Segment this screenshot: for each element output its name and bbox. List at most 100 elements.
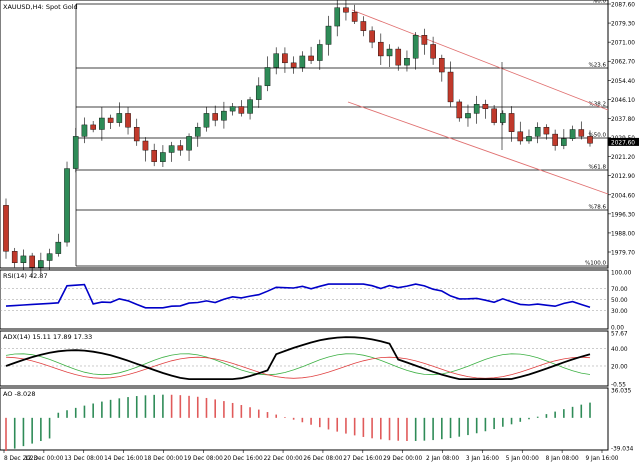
rsi-tick-label: 30.00 xyxy=(611,309,628,315)
candle-body xyxy=(430,44,436,59)
ao-tick-label: -39.034 xyxy=(611,447,634,453)
candle-body xyxy=(282,53,288,64)
candle-body xyxy=(64,168,70,243)
candle-body xyxy=(561,138,567,146)
time-tick-label: 13 Dec 08:00 xyxy=(64,456,103,462)
candle-body xyxy=(587,136,593,144)
price-tick-label: 2087.60 xyxy=(611,3,635,9)
price-tick-label: 2079.30 xyxy=(611,22,635,28)
candle-body xyxy=(177,145,184,151)
candle-body xyxy=(99,117,105,130)
candlesticks xyxy=(3,0,593,278)
candle-body xyxy=(264,67,271,87)
candle-body xyxy=(212,113,218,121)
time-tick-label: 3 Jan 16:00 xyxy=(466,456,499,462)
candle-body xyxy=(151,149,157,162)
candle-body xyxy=(578,129,585,137)
candle-body xyxy=(439,58,445,73)
rsi-tick-label: 100.00 xyxy=(611,271,632,277)
ao-panel[interactable] xyxy=(0,387,609,451)
fib-level-label: %38.2 xyxy=(589,102,606,108)
fib-level-label: %50.0 xyxy=(589,133,607,139)
price-tick-label: 2004.60 xyxy=(611,193,635,199)
price-tick-label: 1996.30 xyxy=(611,212,635,218)
fibonacci-levels: %0.0 %23.6 %38.2 %50.0 %61.8 %78.6 %100.0 xyxy=(75,0,608,267)
time-tick-label: 19 Dec 08:00 xyxy=(184,456,223,462)
rsi-tick-label: 70.00 xyxy=(611,287,628,293)
candle-body xyxy=(221,110,227,121)
price-tick-label: 1988.00 xyxy=(611,231,635,237)
price-tick-label: 2062.70 xyxy=(611,60,635,66)
rsi-tick-label: 0.00 xyxy=(611,326,624,332)
ao-histogram: 36.035 -39.034 xyxy=(5,389,634,453)
adx-panel[interactable] xyxy=(0,330,609,387)
candle-body xyxy=(29,255,35,268)
price-tick-label: 2037.80 xyxy=(611,117,635,123)
candle-body xyxy=(552,133,558,146)
time-tick-label: 12 Dec 00:00 xyxy=(24,456,63,462)
candle-body xyxy=(142,140,149,151)
candle-body xyxy=(395,48,402,66)
time-tick-label: 9 Jan 16:00 xyxy=(585,456,618,462)
time-tick-label: 26 Dec 08:00 xyxy=(303,456,342,462)
rsi-panel[interactable] xyxy=(0,269,609,330)
time-tick-label: 29 Dec 00:00 xyxy=(383,456,422,462)
candle-body xyxy=(412,35,419,59)
price-tick-label: 2012.90 xyxy=(611,174,635,180)
price-channel xyxy=(347,9,609,195)
time-tick-label: 14 Dec 16:00 xyxy=(104,456,143,462)
main-price-panel[interactable] xyxy=(0,0,609,269)
candle-body xyxy=(290,62,297,68)
rsi-indicator: 100.00 70.00 50.00 30.00 0.00 xyxy=(0,271,632,332)
candle-body xyxy=(125,113,131,128)
candle-body xyxy=(308,55,314,61)
adx-indicator: 57.67 40.00 20.00 -0.55 xyxy=(0,332,628,389)
candle-body xyxy=(360,21,367,31)
time-tick-label: 22 Dec 00:00 xyxy=(264,456,303,462)
fib-level-label: %100.0 xyxy=(585,261,606,267)
candle-body xyxy=(186,136,192,151)
candle-body xyxy=(90,124,96,130)
time-tick-label: 5 Jan 00:00 xyxy=(506,456,539,462)
candle-body xyxy=(316,44,323,61)
candle-body xyxy=(55,241,62,254)
candle-body xyxy=(133,126,140,142)
candle-body xyxy=(3,205,9,252)
rsi-tick-label: 50.00 xyxy=(611,298,628,304)
candle-body xyxy=(500,113,506,123)
candle-body xyxy=(526,136,532,142)
candle-body xyxy=(543,126,550,135)
candle-body xyxy=(107,117,114,123)
candle-body xyxy=(273,53,280,68)
candle-body xyxy=(334,7,341,27)
rsi-title: RSI(14) 42.87 xyxy=(3,272,48,280)
candle-body xyxy=(447,71,454,103)
time-tick-label: 18 Dec 00:00 xyxy=(144,456,183,462)
candle-body xyxy=(473,104,480,114)
di-plus-line xyxy=(5,353,591,376)
fib-level-label: %0.0 xyxy=(592,0,606,5)
adx-tick-label: 57.67 xyxy=(611,332,628,338)
candle-body xyxy=(247,99,253,114)
candle-body xyxy=(203,113,210,128)
time-tick-label: 2 Jan 08:00 xyxy=(426,456,459,462)
adx-title: ADX(14) 15.11 17.89 17.33 xyxy=(3,333,92,341)
fib-level-label: %61.8 xyxy=(589,165,607,171)
price-tick-label: 2046.10 xyxy=(611,98,635,104)
candle-body xyxy=(238,106,245,114)
price-tick-label: 2021.20 xyxy=(611,155,635,161)
ao-title: AO -8.028 xyxy=(3,390,35,398)
fib-level-label: %78.6 xyxy=(589,205,607,211)
candle-body xyxy=(343,7,349,13)
rsi-line xyxy=(5,283,591,309)
time-tick-label: 8 Dec 2023 xyxy=(4,456,38,462)
candle-body xyxy=(255,85,262,100)
candle-body xyxy=(517,131,524,142)
candle-body xyxy=(508,113,515,132)
fib-level-label: %23.6 xyxy=(589,63,607,69)
candle-body xyxy=(299,55,306,68)
candle-body xyxy=(72,136,79,169)
candle-body xyxy=(534,126,541,137)
